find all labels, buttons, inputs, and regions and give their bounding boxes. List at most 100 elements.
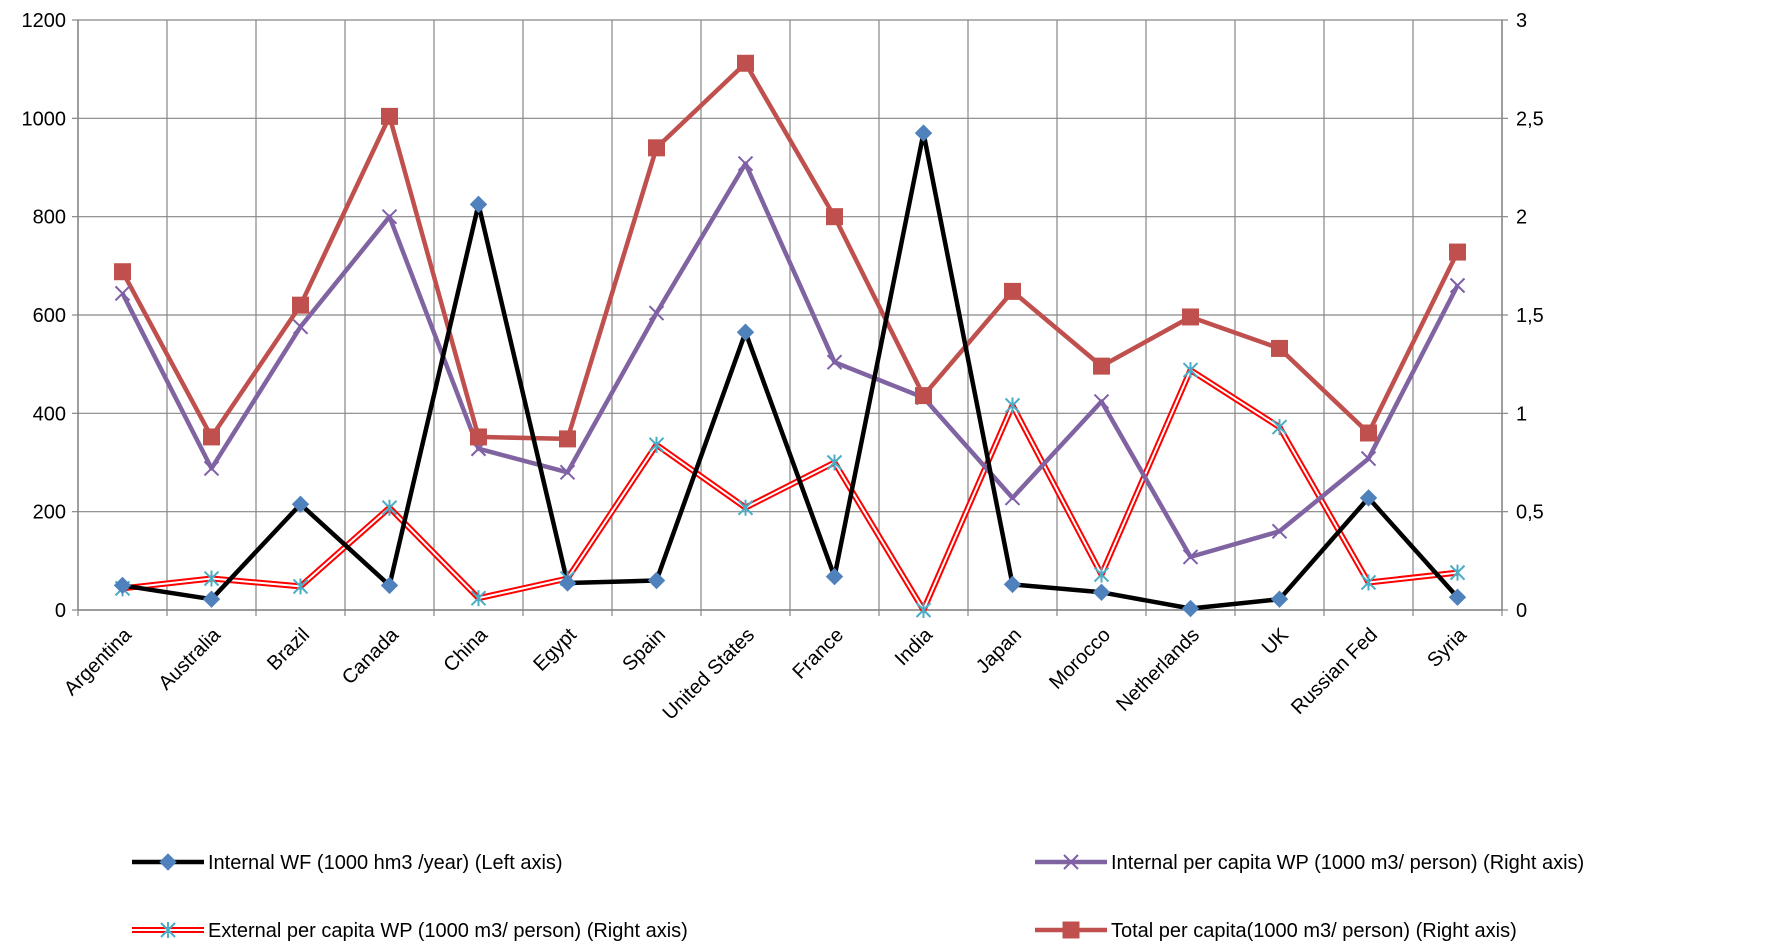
internal-wf-point [1359,489,1378,507]
external-per-capita-point [826,454,843,471]
total-per-capita-point [1004,282,1021,300]
external-per-capita-point [1182,362,1199,379]
total-per-capita-point [915,387,932,405]
category-label: France [788,624,848,684]
internal-wf-point [825,567,844,586]
external-per-capita-point [648,436,665,453]
internal-per-capita-point [1093,393,1110,410]
external-per-capita-point [292,578,309,595]
internal-wf-point [1092,583,1111,602]
external-per-capita-point [470,590,487,607]
external-per-capita-point [381,499,398,516]
category-label: United States [659,624,759,724]
category-label: Argentina [60,623,137,700]
total-per-capita-point [1360,424,1377,442]
right-axis-tick-label: 1,5 [1516,305,1544,327]
legend-swatch-marker [1062,921,1080,939]
internal-wf-point [291,495,310,513]
legend-swatch-marker [1063,854,1079,870]
right-axis-tick-label: 1 [1516,403,1527,425]
category-label: Morocco [1045,624,1115,694]
total-per-capita-point [737,54,754,72]
legend-item-internal-per-capita: Internal per capita WP (1000 m3/ person)… [1035,852,1584,874]
internal-per-capita-point [1449,277,1466,294]
internal-per-capita-point [292,319,309,335]
external-per-capita-point [915,602,932,618]
internal-per-capita-point [381,208,398,225]
total-per-capita-point [470,428,487,446]
internal-wf-point [1181,599,1200,618]
category-label: Netherlands [1112,624,1204,716]
legend-item-internal-wf: Internal WF (1000 hm3 /year) (Left axis) [132,852,563,874]
internal-per-capita-point [1182,549,1199,565]
right-axis-tick-label: 3 [1516,10,1527,32]
total-per-capita-point [1093,357,1110,375]
external-per-capita-point [1360,574,1377,591]
internal-wf-point [202,590,221,608]
internal-per-capita-point [826,354,843,370]
internal-wf-point [558,574,577,592]
category-label: Japan [972,624,1026,678]
internal-wf-point [647,571,666,590]
right-axis-tick-label: 2 [1516,207,1527,229]
total-per-capita-point [1182,308,1199,326]
left-axis-tick-label: 200 [33,502,66,524]
internal-wf-point [469,195,488,214]
internal-per-capita-point [559,464,576,481]
internal-per-capita-point [1271,523,1288,540]
right-axis-tick-label: 0 [1516,600,1527,622]
axis-labels: 0 200 400 600 800 1000 1200 0 0,5 1 1,5 2 2,5 3 Argent… [22,10,1544,724]
category-label: Spain [618,624,670,676]
series-markers [113,54,1467,618]
external-per-capita-point [1093,566,1110,583]
external-per-capita-point [737,499,754,516]
right-axis-tick-label: 2,5 [1516,108,1544,130]
legend: Internal WF (1000 hm3 /year) (Left axis)… [132,852,1584,942]
axes [72,19,1508,616]
legend-label: External per capita WP (1000 m3/ person)… [208,920,688,942]
total-per-capita-point [114,263,131,281]
right-axis-tick-label: 0,5 [1516,502,1544,524]
total-per-capita-point [1271,339,1288,357]
total-per-capita-point [381,107,398,125]
legend-swatch-marker [159,853,177,871]
left-axis-tick-label: 0 [55,600,66,622]
internal-per-capita-point [648,305,665,321]
left-axis-tick-label: 1000 [22,108,67,130]
internal-wf-point [380,576,399,595]
internal-wf-line [122,130,1460,611]
internal-wf-point [736,323,755,341]
internal-per-capita-point [1004,490,1021,506]
internal-per-capita-point [203,460,220,477]
internal-per-capita-point [1360,450,1377,467]
category-label: Egypt [529,624,581,676]
total-per-capita-line [120,61,1460,442]
internal-per-capita-point [737,155,754,172]
legend-item-external-per-capita: External per capita WP (1000 m3/ person)… [132,920,688,942]
series-lines [120,61,1460,613]
external-per-capita-point [1004,397,1021,414]
left-axis-tick-label: 1200 [22,10,67,32]
category-label: UK [1258,624,1294,660]
total-per-capita-point [292,296,309,314]
category-label: Australia [154,623,225,694]
category-label: Syria [1423,623,1471,671]
total-per-capita-point [648,139,665,157]
external-per-capita-point [1271,419,1288,436]
external-per-capita-point [1449,564,1466,581]
internal-wf-point [1448,588,1467,606]
internal-per-capita-point [114,285,131,302]
total-per-capita-point [826,208,843,226]
left-axis-tick-label: 400 [33,403,66,425]
internal-wf-point [1270,590,1289,608]
legend-swatch-marker [160,922,176,938]
internal-wf-point [1003,575,1022,594]
internal-wf-point [113,576,132,595]
category-label: India [891,623,938,670]
left-axis-tick-label: 600 [33,305,66,327]
category-label: Russian Fed [1287,624,1382,719]
internal-per-capita-line [120,161,1460,560]
internal-wf-point [914,124,933,142]
